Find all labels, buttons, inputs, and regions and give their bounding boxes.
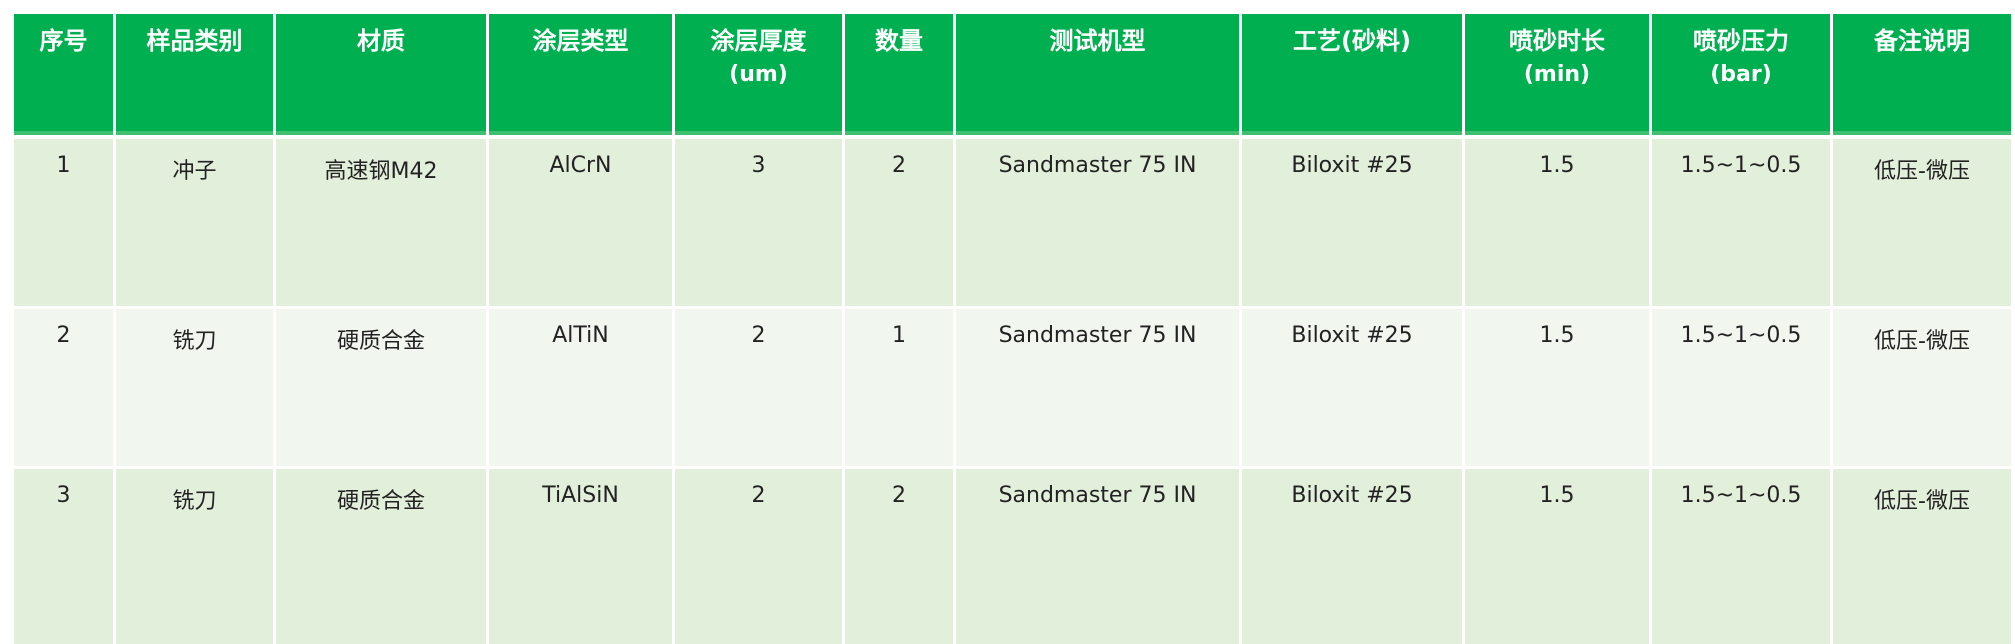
cell-remarks: 低压-微压: [1833, 306, 2011, 466]
cell-remarks: 低压-微压: [1833, 466, 2011, 644]
header-remarks: 备注说明: [1833, 14, 2011, 135]
header-label: 喷砂压力: [1693, 27, 1789, 55]
sandblasting-test-table: 序号 样品类别 材质 涂层类型 涂层厚度 (um) 数量 测试机型 工艺(砂料) 喷砂时长 (min…: [11, 14, 2014, 644]
cell-coating-thickness: 2: [675, 306, 842, 466]
cell-test-machine: Sandmaster 75 IN: [956, 135, 1239, 306]
cell-coating-thickness: 3: [675, 135, 842, 306]
cell-quantity: 2: [845, 135, 953, 306]
header-unit: (min): [1523, 62, 1591, 87]
header-label: 测试机型: [1049, 27, 1146, 55]
cell-blast-duration: 1.5: [1465, 306, 1649, 466]
cell-process-abrasive: Biloxit #25: [1242, 135, 1462, 306]
cell-material: 硬质合金: [276, 466, 486, 644]
header-unit: (um): [729, 62, 788, 87]
header-label: 材质: [357, 27, 405, 55]
header-unit: (bar): [1710, 62, 1772, 87]
header-index: 序号: [14, 14, 113, 135]
cell-blast-duration: 1.5: [1465, 135, 1649, 306]
cell-blast-pressure: 1.5~1~0.5: [1652, 466, 1830, 644]
cell-process-abrasive: Biloxit #25: [1242, 466, 1462, 644]
cell-index: 2: [14, 306, 113, 466]
cell-blast-duration: 1.5: [1465, 466, 1649, 644]
header-coating-type: 涂层类型: [489, 14, 672, 135]
cell-blast-pressure: 1.5~1~0.5: [1652, 306, 1830, 466]
cell-material: 硬质合金: [276, 306, 486, 466]
cell-test-machine: Sandmaster 75 IN: [956, 466, 1239, 644]
cell-sample-type: 铣刀: [116, 466, 273, 644]
cell-coating-type: AlTiN: [489, 306, 672, 466]
cell-sample-type: 铣刀: [116, 306, 273, 466]
table-row: 1 冲子 高速钢M42 AlCrN 3 2 Sandmaster 75 IN Biloxit …: [14, 135, 2011, 306]
cell-process-abrasive: Biloxit #25: [1242, 306, 1462, 466]
header-process-abrasive: 工艺(砂料): [1242, 14, 1462, 135]
cell-blast-pressure: 1.5~1~0.5: [1652, 135, 1830, 306]
header-label: 数量: [875, 27, 923, 55]
header-sample-type: 样品类别: [116, 14, 273, 135]
header-label: 备注说明: [1874, 27, 1970, 55]
cell-quantity: 2: [845, 466, 953, 644]
header-quantity: 数量: [845, 14, 953, 135]
table-row: 2 铣刀 硬质合金 AlTiN 2 1 Sandmaster 75 IN Biloxit #2…: [14, 306, 2011, 466]
header-material: 材质: [276, 14, 486, 135]
header-blast-duration: 喷砂时长 (min): [1465, 14, 1649, 135]
cell-coating-thickness: 2: [675, 466, 842, 644]
cell-remarks: 低压-微压: [1833, 135, 2011, 306]
header-test-machine: 测试机型: [956, 14, 1239, 135]
header-label: 工艺(砂料): [1293, 27, 1411, 55]
header-label: 喷砂时长: [1509, 27, 1605, 55]
header-coating-thickness: 涂层厚度 (um): [675, 14, 842, 135]
cell-quantity: 1: [845, 306, 953, 466]
header-blast-pressure: 喷砂压力 (bar): [1652, 14, 1830, 135]
cell-index: 1: [14, 135, 113, 306]
header-row: 序号 样品类别 材质 涂层类型 涂层厚度 (um) 数量 测试机型 工艺(砂料) 喷砂时长 (min…: [14, 14, 2011, 135]
cell-index: 3: [14, 466, 113, 644]
cell-sample-type: 冲子: [116, 135, 273, 306]
header-label: 样品类别: [146, 27, 243, 55]
cell-coating-type: TiAlSiN: [489, 466, 672, 644]
header-label: 序号: [39, 27, 88, 55]
cell-test-machine: Sandmaster 75 IN: [956, 306, 1239, 466]
table-row: 3 铣刀 硬质合金 TiAlSiN 2 2 Sandmaster 75 IN Biloxit …: [14, 466, 2011, 644]
header-label: 涂层类型: [532, 27, 629, 55]
cell-coating-type: AlCrN: [489, 135, 672, 306]
header-label: 涂层厚度: [710, 27, 807, 55]
cell-material: 高速钢M42: [276, 135, 486, 306]
